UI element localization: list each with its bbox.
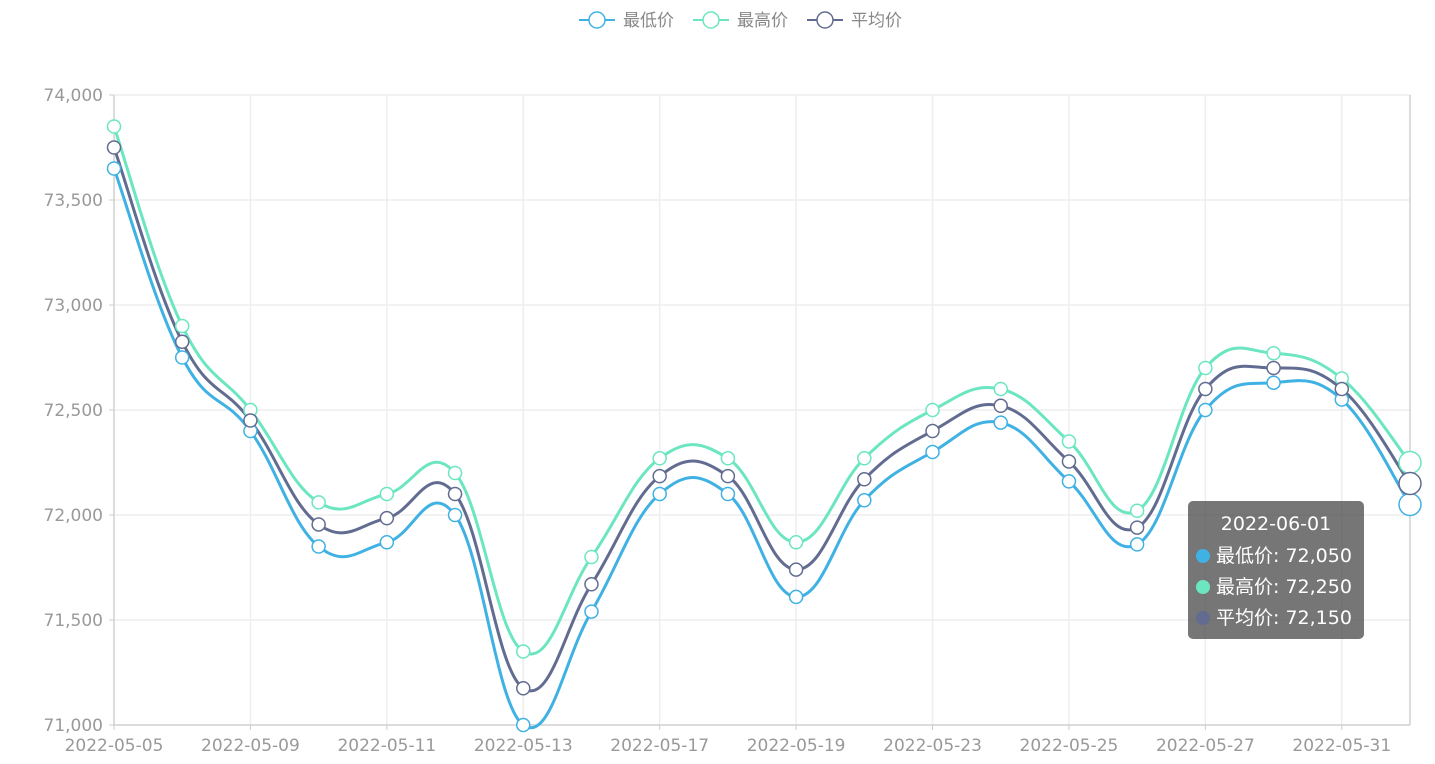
data-point-max[interactable] bbox=[106, 119, 122, 134]
data-point-avg[interactable] bbox=[857, 472, 872, 487]
data-point-avg[interactable] bbox=[1198, 381, 1213, 397]
series-line-min bbox=[112, 167, 1412, 730]
data-point-min[interactable] bbox=[652, 486, 667, 502]
data-point-max[interactable] bbox=[447, 465, 463, 481]
data-point-min[interactable] bbox=[516, 717, 531, 733]
data-point-max[interactable] bbox=[516, 644, 531, 659]
data-point-min[interactable] bbox=[1129, 537, 1145, 552]
tooltip-title: 2022-06-01 bbox=[1220, 513, 1332, 535]
tooltip-row-avg: 平均价: 72,150 bbox=[1196, 603, 1364, 634]
data-point-avg[interactable] bbox=[1334, 381, 1350, 397]
data-point-max[interactable] bbox=[720, 451, 736, 466]
data-point-max[interactable] bbox=[311, 495, 326, 510]
data-point-min[interactable] bbox=[1398, 492, 1422, 517]
x-tick-label: 2022-05-23 bbox=[883, 736, 982, 756]
data-point-min[interactable] bbox=[788, 589, 804, 605]
tooltip-dot-max bbox=[1196, 580, 1210, 594]
legend-label-max: 最高价 bbox=[737, 11, 788, 31]
data-point-avg[interactable] bbox=[720, 468, 736, 484]
data-point-avg[interactable] bbox=[379, 510, 395, 526]
legend[interactable]: 最低价 最高价 平均价 bbox=[579, 11, 902, 31]
x-tick-label: 2022-05-11 bbox=[337, 736, 436, 756]
tooltip-min-label: 最低价: 72,050 bbox=[1216, 545, 1352, 567]
tooltip-row-max: 最高价: 72,250 bbox=[1196, 572, 1364, 603]
legend-item-min[interactable]: 最低价 bbox=[579, 11, 674, 31]
legend-item-max[interactable]: 最高价 bbox=[693, 11, 788, 31]
data-point-min[interactable] bbox=[174, 350, 190, 365]
axes: 71,000 71,500 72,000 72,500 73,000 73,500 74,0… bbox=[44, 86, 1411, 756]
x-tick-label: 2022-05-25 bbox=[1020, 736, 1119, 756]
y-tick-label: 74,000 bbox=[44, 86, 103, 106]
data-point-max[interactable] bbox=[993, 381, 1008, 397]
data-point-min[interactable] bbox=[857, 493, 872, 508]
data-point-max[interactable] bbox=[174, 318, 190, 334]
y-tick-label: 73,000 bbox=[44, 296, 103, 316]
data-point-max[interactable] bbox=[1266, 346, 1281, 361]
x-tick-label: 2022-05-17 bbox=[610, 736, 709, 756]
data-point-max[interactable] bbox=[652, 451, 667, 466]
data-point-max[interactable] bbox=[857, 451, 872, 466]
data-point-min[interactable] bbox=[1266, 375, 1281, 390]
data-point-avg[interactable] bbox=[925, 423, 940, 439]
data-point-avg[interactable] bbox=[516, 681, 531, 696]
data-point-min[interactable] bbox=[993, 415, 1008, 430]
data-point-min[interactable] bbox=[1061, 474, 1077, 489]
data-point-avg[interactable] bbox=[447, 486, 463, 502]
x-tick-label: 2022-05-31 bbox=[1292, 736, 1391, 756]
tooltip-dot-min bbox=[1196, 549, 1210, 563]
tooltip-avg-label: 平均价: 72,150 bbox=[1216, 607, 1352, 629]
y-tick-label: 71,000 bbox=[44, 716, 103, 736]
legend-label-min: 最低价 bbox=[623, 11, 674, 31]
data-point-min[interactable] bbox=[447, 507, 463, 523]
data-point-max[interactable] bbox=[1061, 434, 1077, 449]
x-tick-label: 2022-05-05 bbox=[65, 736, 164, 756]
data-point-min[interactable] bbox=[1198, 402, 1213, 418]
data-point-max[interactable] bbox=[1398, 450, 1422, 475]
tooltip-dot-avg bbox=[1196, 611, 1210, 625]
tooltip-row-min: 最低价: 72,050 bbox=[1196, 541, 1364, 572]
data-point-max[interactable] bbox=[788, 535, 804, 550]
data-point-avg[interactable] bbox=[1398, 471, 1422, 496]
data-point-avg[interactable] bbox=[993, 398, 1008, 414]
legend-marker-min bbox=[588, 11, 606, 29]
data-point-avg[interactable] bbox=[1061, 454, 1077, 469]
data-point-avg[interactable] bbox=[243, 413, 258, 428]
data-point-avg[interactable] bbox=[106, 140, 122, 155]
data-point-max[interactable] bbox=[1129, 503, 1145, 519]
x-tick-label: 2022-05-13 bbox=[474, 736, 573, 756]
data-point-avg[interactable] bbox=[788, 562, 804, 577]
tooltip: 2022-06-01 最低价: 72,050 最高价: 72,250 平均价: … bbox=[1188, 501, 1364, 639]
y-tick-label: 71,500 bbox=[44, 611, 103, 631]
data-point-min[interactable] bbox=[720, 486, 736, 502]
data-point-avg[interactable] bbox=[311, 517, 326, 532]
x-tick-label: 2022-05-27 bbox=[1156, 736, 1255, 756]
legend-label-avg: 平均价 bbox=[851, 11, 902, 31]
tooltip-max-label: 最高价: 72,250 bbox=[1216, 576, 1352, 598]
data-point-min[interactable] bbox=[106, 161, 122, 176]
data-point-min[interactable] bbox=[311, 539, 326, 554]
legend-marker-avg bbox=[816, 11, 834, 29]
data-point-min[interactable] bbox=[584, 604, 599, 619]
data-point-avg[interactable] bbox=[1266, 360, 1281, 376]
series-points[interactable] bbox=[106, 119, 1422, 733]
y-tick-label: 73,500 bbox=[44, 191, 103, 211]
data-point-avg[interactable] bbox=[584, 577, 599, 592]
data-point-max[interactable] bbox=[1198, 360, 1213, 376]
data-point-max[interactable] bbox=[379, 486, 395, 502]
data-point-avg[interactable] bbox=[1129, 520, 1145, 535]
data-point-min[interactable] bbox=[379, 535, 395, 550]
data-point-avg[interactable] bbox=[174, 334, 190, 349]
y-tick-label: 72,500 bbox=[44, 401, 103, 421]
legend-item-avg[interactable]: 平均价 bbox=[807, 11, 902, 31]
data-point-max[interactable] bbox=[925, 402, 940, 418]
legend-marker-max bbox=[702, 11, 720, 29]
data-point-avg[interactable] bbox=[652, 468, 667, 484]
x-tick-label: 2022-05-09 bbox=[201, 736, 300, 756]
x-tick-label: 2022-05-19 bbox=[747, 736, 846, 756]
y-tick-label: 72,000 bbox=[44, 506, 103, 526]
data-point-max[interactable] bbox=[584, 549, 599, 565]
data-point-min[interactable] bbox=[925, 444, 940, 460]
